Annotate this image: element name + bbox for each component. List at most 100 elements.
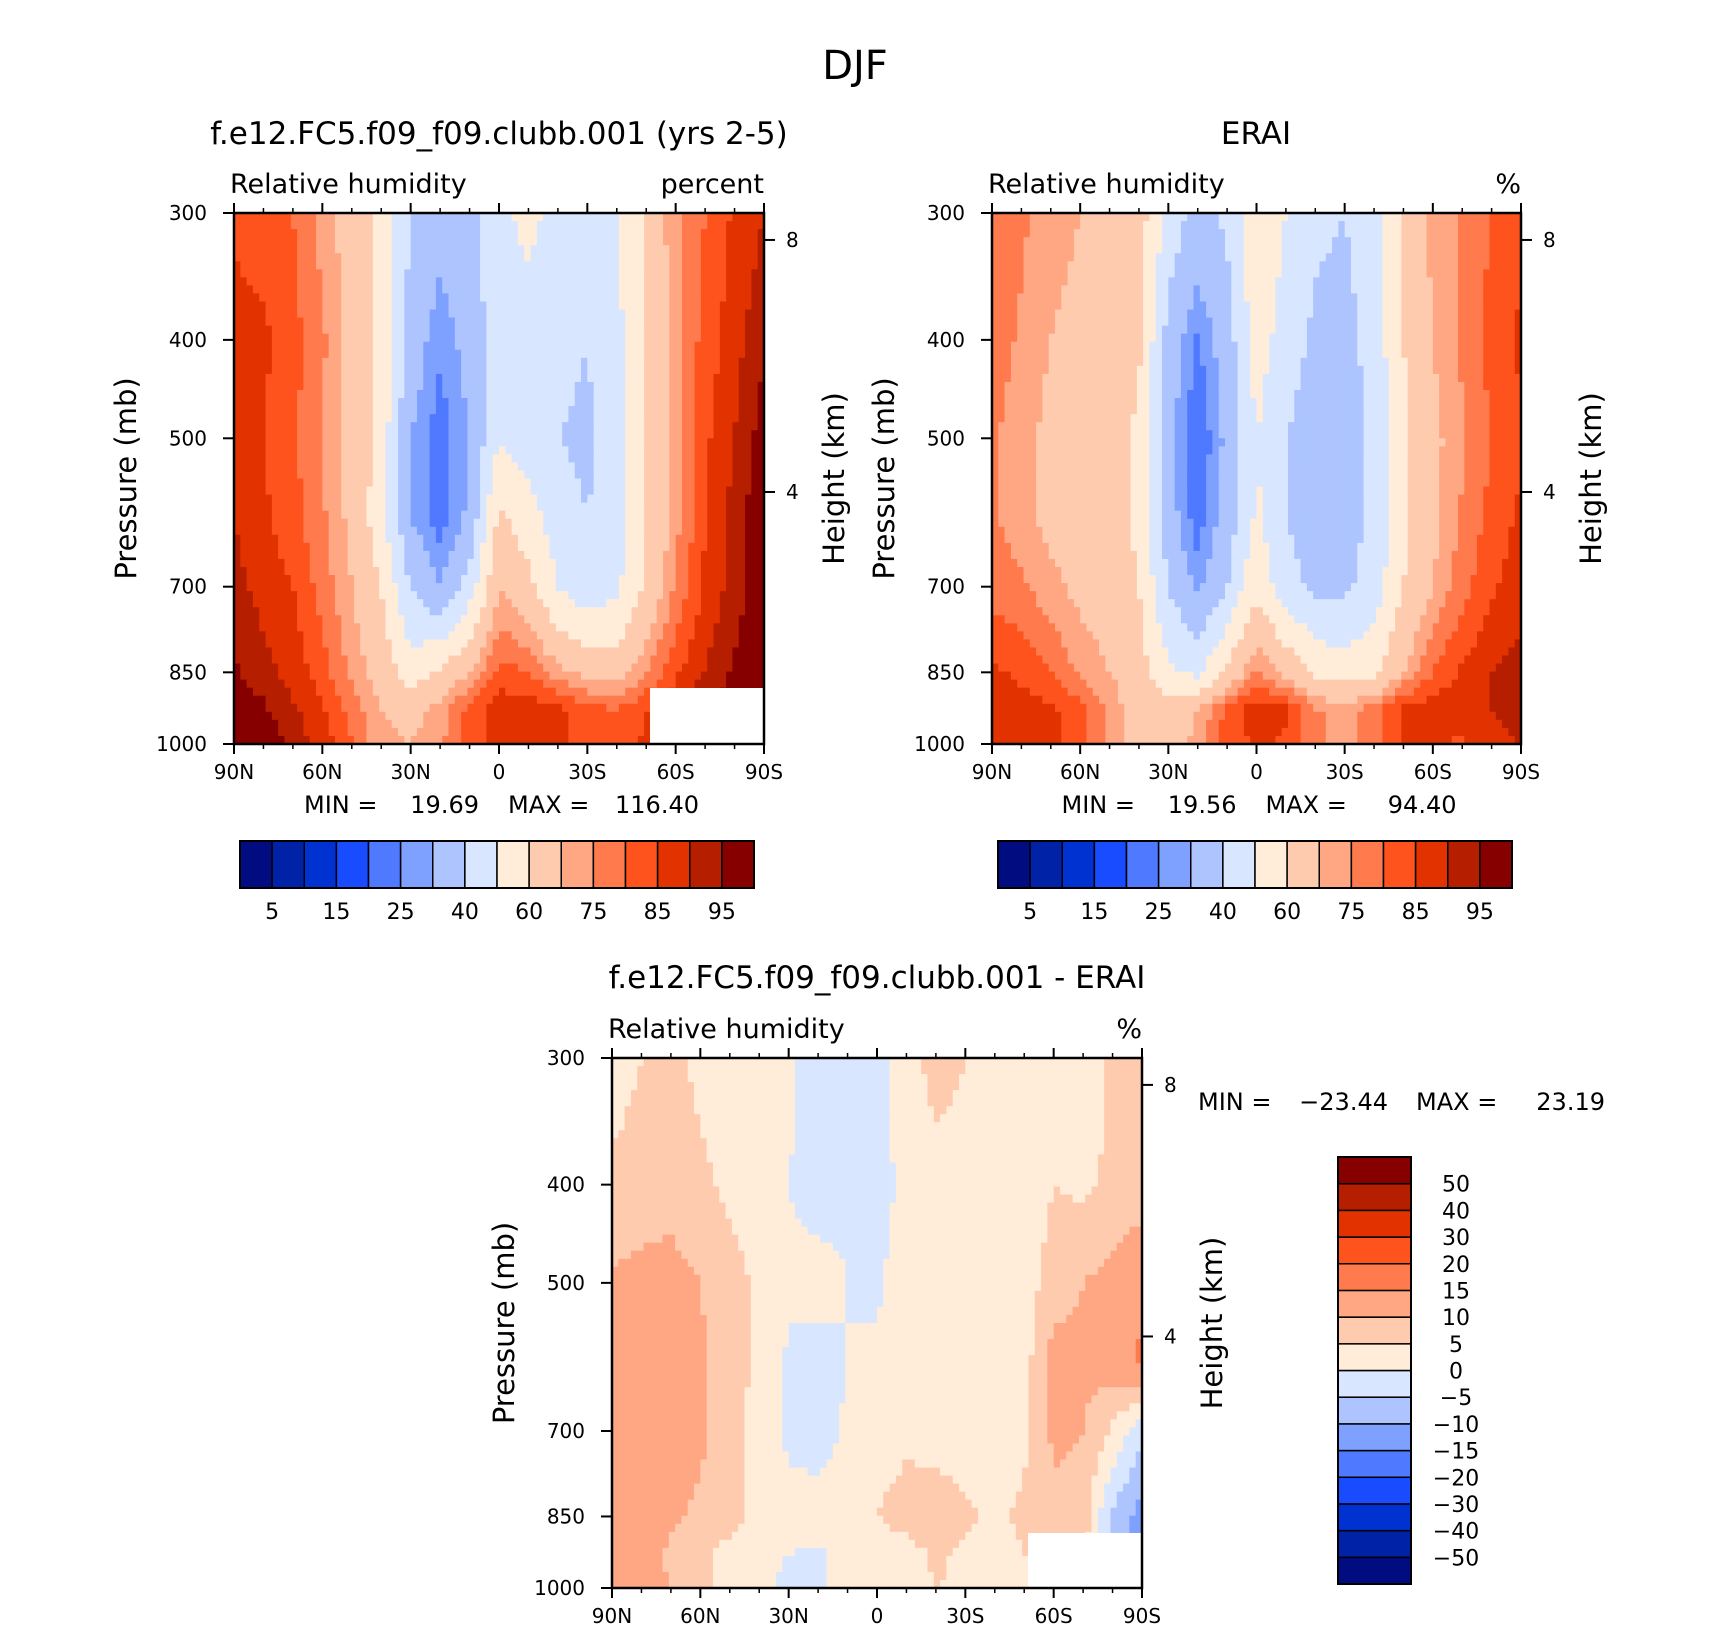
- field-cell: [745, 341, 752, 351]
- field-cell: [675, 518, 683, 528]
- field-cell: [675, 349, 683, 359]
- field-cell: [505, 333, 513, 343]
- field-cell: [694, 494, 702, 504]
- field-cell: [675, 583, 683, 592]
- field-cell: [353, 542, 361, 552]
- field-cell: [284, 542, 292, 552]
- field-cell: [644, 623, 652, 632]
- field-cell: [745, 550, 752, 560]
- field-cell: [700, 285, 708, 295]
- field-cell: [707, 237, 715, 246]
- field-cell: [410, 510, 418, 520]
- field-cell: [700, 237, 708, 246]
- field-cell: [562, 494, 570, 504]
- field-cell: [316, 567, 323, 576]
- field-cell: [713, 309, 721, 319]
- field-cell: [745, 414, 752, 423]
- field-cell: [549, 341, 557, 351]
- field-cell: [252, 567, 260, 576]
- field-cell: [663, 245, 670, 254]
- field-cell: [271, 623, 279, 632]
- field-cell: [669, 583, 677, 592]
- field-cell: [726, 277, 734, 287]
- field-cell: [700, 639, 708, 649]
- field-cell: [618, 583, 626, 592]
- field-cell: [316, 591, 323, 600]
- field-cell: [681, 470, 689, 480]
- field-cell: [751, 591, 759, 600]
- field-cell: [593, 607, 601, 616]
- field-cell: [587, 213, 595, 222]
- field-cell: [593, 430, 601, 439]
- field-cell: [461, 285, 469, 295]
- field-cell: [271, 567, 279, 576]
- field-cell: [732, 542, 740, 552]
- field-cell: [599, 269, 607, 278]
- field-cell: [656, 454, 664, 464]
- field-cell: [587, 277, 595, 287]
- field-cell: [341, 647, 349, 657]
- field-cell: [423, 430, 431, 439]
- field-cell: [549, 406, 557, 415]
- field-cell: [543, 510, 551, 520]
- field-cell: [644, 277, 652, 287]
- field-cell: [631, 591, 639, 600]
- field-cell: [448, 599, 456, 608]
- field-cell: [726, 309, 734, 319]
- field-cell: [252, 430, 260, 439]
- field-cell: [505, 237, 513, 246]
- field-cell: [284, 245, 292, 254]
- field-cell: [593, 221, 601, 230]
- field-cell: [650, 486, 658, 496]
- field-cell: [757, 655, 765, 665]
- field-cell: [385, 406, 393, 415]
- field-cell: [404, 245, 412, 254]
- field-cell: [568, 647, 576, 657]
- field-cell: [713, 550, 721, 560]
- field-cell: [265, 309, 273, 319]
- field-cell: [694, 470, 702, 480]
- field-cell: [606, 422, 614, 431]
- field-cell: [404, 221, 412, 230]
- field-cell: [309, 631, 317, 641]
- field-cell: [587, 293, 595, 303]
- field-cell: [568, 679, 576, 689]
- field-cell: [410, 253, 418, 262]
- field-cell: [732, 309, 740, 319]
- field-cell: [347, 406, 355, 415]
- field-cell: [492, 615, 500, 624]
- field-cell: [637, 631, 645, 641]
- field-cell: [391, 558, 399, 568]
- field-cell: [581, 357, 588, 367]
- field-cell: [461, 462, 469, 472]
- field-cell: [366, 607, 374, 616]
- field-cell: [562, 245, 570, 254]
- field-cell: [663, 237, 670, 246]
- field-cell: [467, 398, 475, 407]
- field-cell: [252, 333, 260, 343]
- field-cell: [429, 301, 437, 311]
- field-cell: [328, 349, 336, 359]
- field-cell: [517, 534, 525, 544]
- field-cell: [511, 567, 519, 576]
- field-cell: [234, 390, 241, 399]
- field-cell: [278, 293, 286, 303]
- field-cell: [423, 365, 431, 375]
- field-cell: [391, 438, 399, 447]
- field-cell: [707, 639, 715, 649]
- field-cell: [410, 462, 418, 472]
- field-cell: [429, 398, 437, 407]
- field-cell: [631, 558, 639, 568]
- field-cell: [435, 655, 443, 665]
- field-cell: [467, 462, 475, 472]
- field-cell: [278, 269, 286, 278]
- field-cell: [309, 518, 317, 528]
- field-cell: [745, 237, 752, 246]
- field-cell: [316, 647, 323, 657]
- field-cell: [366, 518, 374, 528]
- field-cell: [530, 639, 538, 649]
- field-cell: [499, 518, 506, 528]
- field-cell: [278, 357, 286, 367]
- field-cell: [246, 317, 254, 327]
- field-cell: [581, 510, 588, 520]
